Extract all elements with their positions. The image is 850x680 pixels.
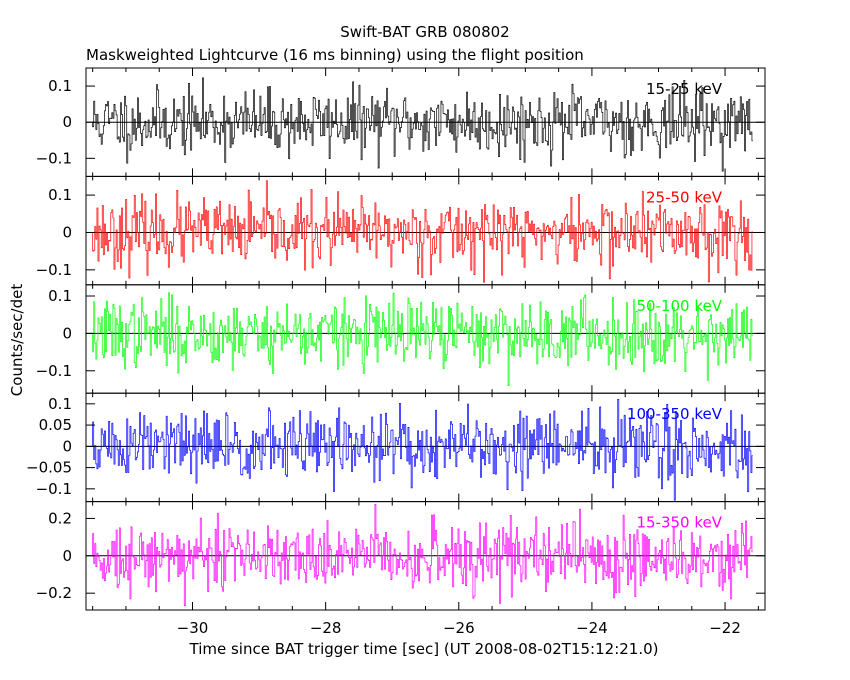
y-tick-label: 0 [62,223,72,241]
chart-title: Swift-BAT GRB 080802 [340,23,509,41]
y-tick-label: 0.05 [39,416,72,434]
series-line [92,180,753,283]
y-tick-label: 0 [62,437,72,455]
y-tick-label: −0.1 [36,261,72,279]
panel-4: 0.2 0 −0.2 15-350 keV [36,501,766,611]
x-axis: −30 −28 −26 −24 −22 [177,619,741,637]
y-tick-label: 0.1 [48,186,72,204]
y-tick-label: −0.1 [36,480,72,498]
y-tick-label: −0.2 [36,584,72,602]
panel-0: 0.1 0 −0.1 15-25 keV [36,67,766,177]
series-line [92,398,753,501]
y-tick-label: −0.05 [26,459,72,477]
panel-3: 0.1 0.05 0 −0.05 −0.1 100-350 keV [26,392,766,503]
band-label: 15-350 keV [636,514,722,532]
series-line [92,77,753,172]
series-line [92,292,753,386]
x-tick-label: −30 [177,619,209,637]
y-axis-title: Counts/sec/det [8,284,26,397]
y-tick-label: 0.1 [48,77,72,95]
x-tick-label: −26 [443,619,475,637]
panel-2: 0.1 0 −0.1 50-100 keV [36,284,766,394]
series-line [92,503,753,606]
y-tick-label: 0 [62,324,72,342]
y-tick-label: 0 [62,113,72,131]
panel-1: 0.1 0 −0.1 25-50 keV [36,175,766,286]
y-tick-label: −0.1 [36,149,72,167]
y-tick-label: 0.2 [48,509,72,527]
x-axis-title: Time since BAT trigger time [sec] (UT 20… [189,640,659,658]
x-tick-label: −22 [709,619,741,637]
chart-subtitle: Maskweighted Lightcurve (16 ms binning) … [86,46,584,64]
x-tick-label: −24 [576,619,608,637]
y-tick-label: −0.1 [36,362,72,380]
y-tick-label: 0.1 [48,395,72,413]
panels-group: 0.1 0 −0.1 15-25 keV 0.1 0 −0.1 25-50 keV 0.1 0 −0… [26,67,766,611]
y-tick-label: 0.1 [48,287,72,305]
band-label: 50-100 keV [636,297,722,315]
y-tick-label: 0 [62,547,72,565]
band-label: 100-350 keV [627,405,723,423]
x-tick-label: −28 [310,619,342,637]
band-label: 25-50 keV [646,188,723,206]
band-label: 15-25 keV [646,80,723,98]
